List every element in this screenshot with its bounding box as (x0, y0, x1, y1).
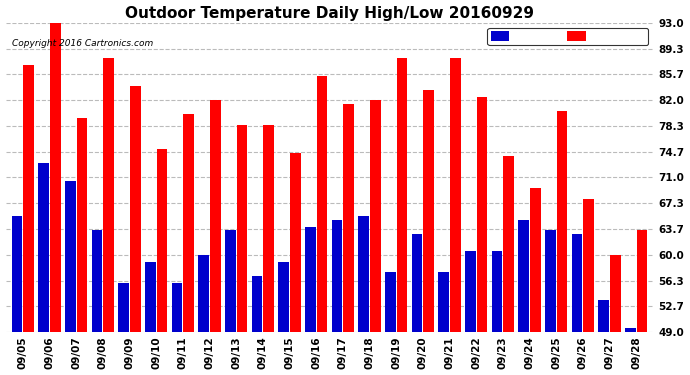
Bar (39, 164, 49, 332)
Bar (172, 283, 182, 332)
Bar (423, 90, 434, 332)
Bar (358, 216, 369, 332)
Bar (77, 118, 87, 332)
Bar (518, 220, 529, 332)
Bar (370, 100, 381, 332)
Bar (397, 58, 407, 332)
Bar (637, 230, 647, 332)
Bar (572, 234, 582, 332)
Bar (264, 125, 274, 332)
Bar (412, 234, 422, 332)
Bar (199, 255, 209, 332)
Bar (210, 100, 221, 332)
Bar (225, 230, 236, 332)
Bar (104, 58, 114, 332)
Bar (119, 283, 129, 332)
Bar (290, 153, 301, 332)
Bar (252, 276, 262, 332)
Bar (450, 58, 460, 332)
Bar (130, 86, 141, 332)
Bar (343, 104, 354, 332)
Text: Copyright 2016 Cartronics.com: Copyright 2016 Cartronics.com (12, 39, 153, 48)
Bar (50, 23, 61, 332)
Bar (184, 114, 194, 332)
Bar (438, 272, 449, 332)
Bar (557, 111, 567, 332)
Bar (237, 125, 247, 332)
Bar (12, 216, 23, 332)
Bar (625, 328, 635, 332)
Bar (530, 188, 540, 332)
Bar (503, 156, 514, 332)
Bar (23, 65, 34, 332)
Bar (145, 262, 156, 332)
Bar (305, 226, 316, 332)
Bar (477, 97, 487, 332)
Legend: Low  (°F), High  (°F): Low (°F), High (°F) (487, 28, 648, 45)
Bar (583, 198, 594, 332)
Bar (279, 262, 289, 332)
Bar (65, 181, 76, 332)
Bar (598, 300, 609, 332)
Title: Outdoor Temperature Daily High/Low 20160929: Outdoor Temperature Daily High/Low 20160… (125, 6, 534, 21)
Bar (492, 251, 502, 332)
Bar (385, 272, 396, 332)
Bar (332, 220, 342, 332)
Bar (157, 149, 167, 332)
Bar (92, 230, 103, 332)
Bar (610, 255, 620, 332)
Bar (317, 76, 327, 332)
Bar (545, 230, 555, 332)
Bar (465, 251, 475, 332)
